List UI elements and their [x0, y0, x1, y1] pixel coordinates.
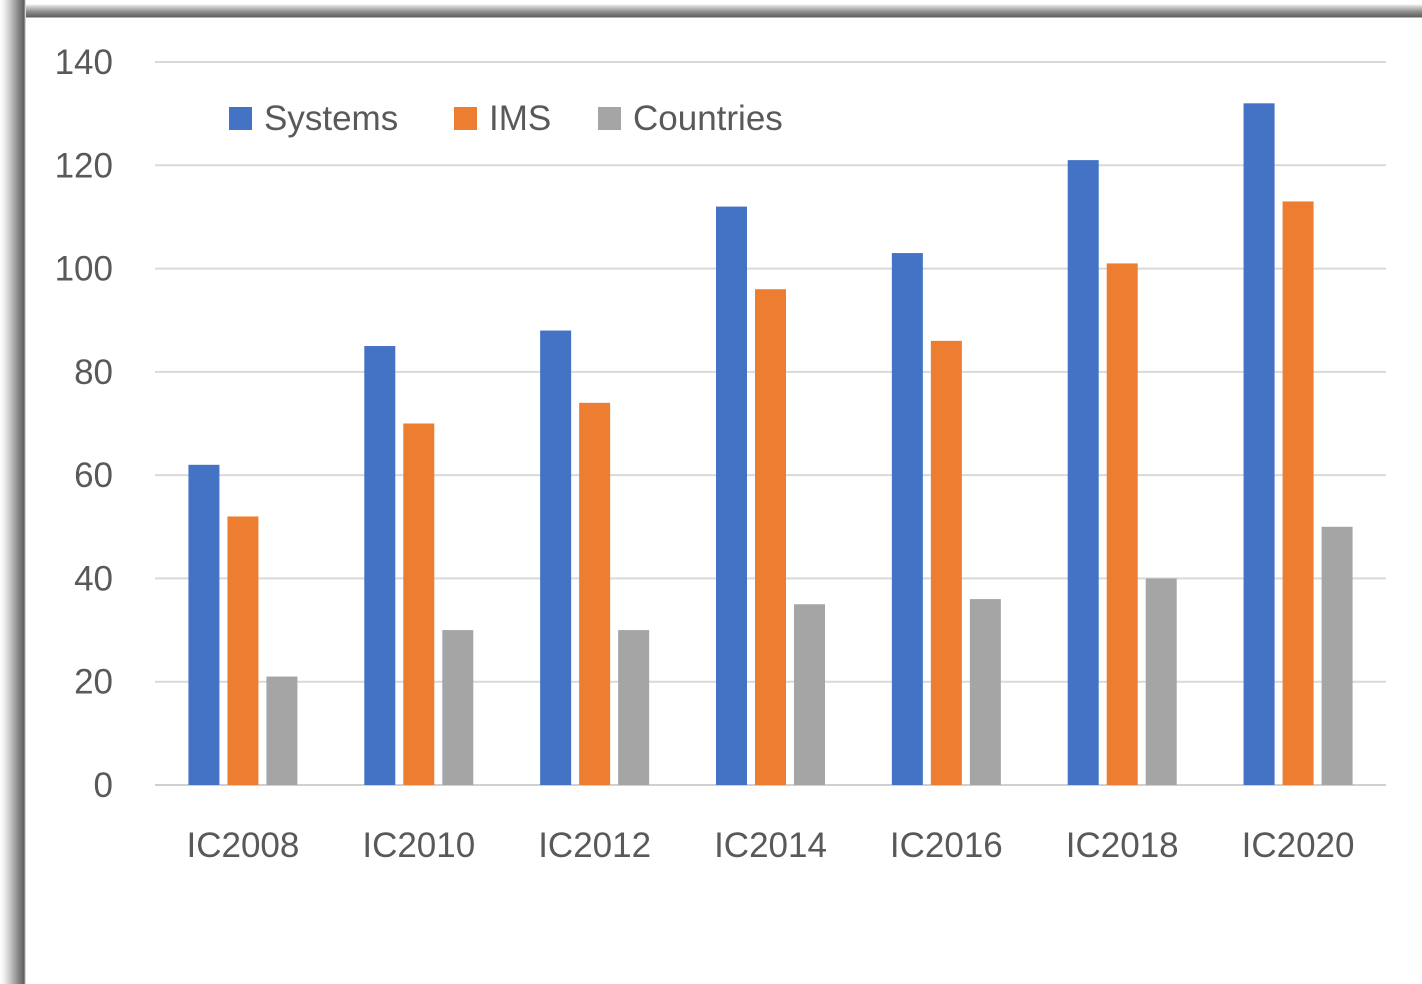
- bar-systems-ic2014: [716, 206, 747, 786]
- x-axis-ticks: IC2008 IC2010 IC2012 IC2014 IC2016 IC2018 IC20…: [186, 826, 1354, 865]
- bar-ims-ic2008: [227, 516, 259, 785]
- y-tick-label: 80: [74, 353, 113, 392]
- legend: Systems IMS Countries: [229, 99, 783, 138]
- x-tick-label: IC2014: [714, 826, 827, 865]
- bar-ims-ic2018: [1106, 263, 1138, 786]
- x-tick-label: IC2020: [1242, 826, 1355, 865]
- y-tick-label: 100: [55, 250, 113, 289]
- bars: [188, 103, 1353, 786]
- y-tick-label: 120: [55, 146, 113, 185]
- legend-label-countries: Countries: [633, 99, 783, 138]
- legend-label-ims: IMS: [489, 99, 551, 138]
- bar-systems-ic2020: [1243, 103, 1275, 786]
- frame-shadow-top: [0, 0, 1422, 18]
- bar-ims-ic2012: [579, 402, 611, 785]
- bar-systems-ic2016: [891, 253, 923, 786]
- legend-swatch-systems: [229, 107, 252, 130]
- x-tick-label: IC2008: [186, 826, 299, 865]
- y-tick-label: 0: [94, 766, 113, 805]
- bar-ims-ic2020: [1282, 201, 1314, 785]
- bar-systems-ic2012: [540, 330, 572, 785]
- bar-ims-ic2014: [755, 289, 786, 785]
- bar-systems-ic2018: [1067, 160, 1099, 785]
- y-tick-label: 40: [74, 559, 113, 598]
- bar-ims-ic2016: [930, 340, 962, 785]
- bar-countries-ic2008: [266, 676, 298, 785]
- bar-countries-ic2016: [969, 599, 1001, 785]
- bar-countries-ic2014: [794, 604, 825, 785]
- legend-label-systems: Systems: [264, 99, 398, 138]
- bar-ims-ic2010: [403, 423, 435, 785]
- x-tick-label: IC2016: [890, 826, 1003, 865]
- x-tick-label: IC2010: [362, 826, 475, 865]
- legend-swatch-ims: [454, 107, 477, 130]
- frame-shadow-left: [0, 0, 26, 984]
- y-tick-label: 140: [55, 43, 113, 82]
- bar-countries-ic2020: [1321, 526, 1353, 785]
- y-tick-label: 60: [74, 456, 113, 495]
- bar-countries-ic2010: [442, 630, 474, 785]
- bar-countries-ic2018: [1145, 578, 1177, 785]
- x-tick-label: IC2012: [538, 826, 651, 865]
- y-tick-label: 20: [74, 663, 113, 702]
- bar-countries-ic2012: [618, 630, 650, 785]
- x-tick-label: IC2018: [1066, 826, 1179, 865]
- bar-systems-ic2010: [364, 346, 396, 785]
- bar-systems-ic2008: [188, 464, 220, 785]
- legend-swatch-countries: [598, 107, 621, 130]
- y-axis-ticks: 0 20 40 60 80 100 120 140: [55, 43, 113, 805]
